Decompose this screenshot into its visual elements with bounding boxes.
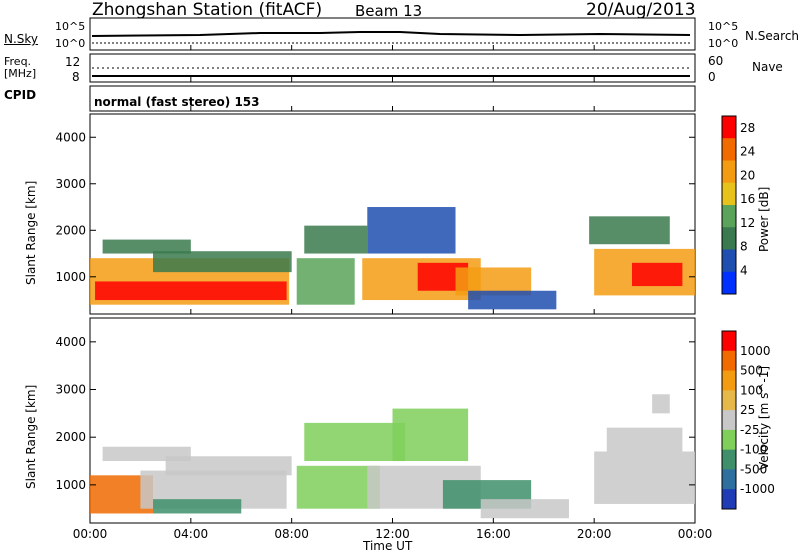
power-region-3 xyxy=(153,251,292,273)
velocity-heatmap xyxy=(90,394,695,519)
nave-tick-top: 60 xyxy=(708,54,724,68)
velocity-region-2 xyxy=(153,499,242,514)
nsky-label: N.Sky xyxy=(4,32,39,46)
power-colorbar-tick: 8 xyxy=(740,240,748,254)
y-tick-label: 3000 xyxy=(55,383,86,397)
nsearch-label: N.Search xyxy=(745,29,800,43)
colorbar-segment xyxy=(722,205,736,228)
velocity-region-6 xyxy=(304,422,406,462)
velocity-colorbar-label: Velocity [m s^-1] xyxy=(757,365,771,470)
colorbar-segment xyxy=(722,429,736,451)
y-axis-ticks: 1000 2000 3000 4000 1000 2000 3000 4000 xyxy=(55,130,695,492)
freq-tick-bottom: 8 xyxy=(72,70,80,84)
cpid-label: CPID xyxy=(4,88,37,102)
power-region-4 xyxy=(296,258,355,305)
x-tick-label: 00:00 xyxy=(678,527,713,541)
colorbar-segment xyxy=(722,449,736,470)
nsky-trace xyxy=(91,31,691,44)
y-tick-label: 3000 xyxy=(55,177,86,191)
power-colorbar-tick: 24 xyxy=(740,145,755,159)
velocity-colorbar-tick: -100 xyxy=(740,443,767,457)
colorbar-segment xyxy=(722,138,736,161)
velocity-region-5 xyxy=(296,465,380,509)
y-tick-label: 2000 xyxy=(55,430,86,444)
velocity-region-10 xyxy=(480,499,569,519)
colorbar-segment xyxy=(722,249,736,273)
x-tick-label: 12:00 xyxy=(375,527,410,541)
power-region-5 xyxy=(304,225,368,254)
velocity-colorbar-tick: 100 xyxy=(740,383,763,397)
colorbar-segment xyxy=(722,116,736,139)
y-tick-label: 1000 xyxy=(55,270,86,284)
power-colorbar-tick: 28 xyxy=(740,121,755,135)
y-tick-label: 2000 xyxy=(55,223,86,237)
x-tick-label: 20:00 xyxy=(577,527,612,541)
power-colorbar-tick: 4 xyxy=(740,263,748,277)
velocity-colorbar-tick: 500 xyxy=(740,364,763,378)
power-region-1 xyxy=(95,281,287,301)
velocity-region-4 xyxy=(165,456,292,476)
colorbar-segment xyxy=(722,350,736,372)
colorbar-segment xyxy=(722,271,736,295)
power-region-12 xyxy=(631,262,683,287)
x-tick-label: 16:00 xyxy=(476,527,511,541)
colorbar-segment xyxy=(722,160,736,184)
x-tick-label: 00:00 xyxy=(73,527,108,541)
velocity-region-11 xyxy=(594,451,695,504)
colorbar-segment xyxy=(722,227,736,250)
velocity-colorbar-tick: 25 xyxy=(740,403,755,417)
velocity-colorbar-tick: 1000 xyxy=(740,344,771,358)
x-tick-label: 04:00 xyxy=(174,527,209,541)
x-tick-label: 08:00 xyxy=(274,527,309,541)
y-tick-label: 1000 xyxy=(55,478,86,492)
freq-trace xyxy=(92,67,690,77)
colorbar-segment xyxy=(722,331,736,352)
date-label: 20/Aug/2013 xyxy=(586,0,696,20)
y-tick-label: 4000 xyxy=(55,130,86,144)
power-heatmap xyxy=(90,207,695,310)
colorbar-segment xyxy=(722,370,736,391)
velocity-ylabel: Slant Range [km] xyxy=(24,384,38,489)
colorbar-segment xyxy=(722,469,736,490)
velocity-colorbar: 1000 500 100 25 -25 -100 -500 -1000 xyxy=(721,330,775,510)
power-colorbar: 4 8 12 16 20 24 28 xyxy=(721,115,755,295)
nsky-tick-bottom: 10^0 xyxy=(55,37,86,50)
colorbar-segment xyxy=(722,489,736,510)
power-colorbar-tick: 16 xyxy=(740,192,755,206)
nave-label: Nave xyxy=(752,60,783,74)
velocity-region-13 xyxy=(652,394,670,414)
x-axis-label: Time UT xyxy=(363,539,413,553)
power-region-10 xyxy=(468,290,557,310)
colorbar-segment xyxy=(722,410,736,431)
power-colorbar-label: Power [dB] xyxy=(757,186,771,252)
velocity-region-12 xyxy=(606,427,683,452)
cpid-value: normal (fast stereo) 153 xyxy=(94,95,260,109)
nsky-tick-top: 10^5 xyxy=(55,20,86,33)
power-colorbar-tick: 20 xyxy=(740,168,755,182)
power-ylabel: Slant Range [km] xyxy=(24,180,38,285)
nsearch-tick-bottom: 10^0 xyxy=(708,37,739,50)
y-tick-label: 4000 xyxy=(55,335,86,349)
power-colorbar-tick: 12 xyxy=(740,216,755,230)
colorbar-segment xyxy=(722,182,736,206)
beam-label: Beam 13 xyxy=(355,2,423,20)
nave-tick-bottom: 0 xyxy=(708,70,716,84)
colorbar-segment xyxy=(722,390,736,411)
freq-tick-top: 12 xyxy=(65,55,81,69)
velocity-region-8 xyxy=(392,408,469,462)
nsearch-tick-top: 10^5 xyxy=(708,20,739,33)
x-axis-ticks: 00:00 04:00 08:00 12:00 16:00 20:00 00:00 xyxy=(73,45,713,541)
power-region-2 xyxy=(102,239,191,254)
station-title: Zhongshan Station (fitACF) xyxy=(92,0,323,20)
power-region-8 xyxy=(367,207,456,254)
velocity-colorbar-tick: -1000 xyxy=(740,482,775,496)
velocity-colorbar-tick: -500 xyxy=(740,462,767,476)
freq-label-2: [MHz] xyxy=(4,67,37,80)
velocity-colorbar-tick: -25 xyxy=(740,423,760,437)
freq-label-1: Freq. xyxy=(4,55,32,68)
power-region-13 xyxy=(589,216,670,245)
